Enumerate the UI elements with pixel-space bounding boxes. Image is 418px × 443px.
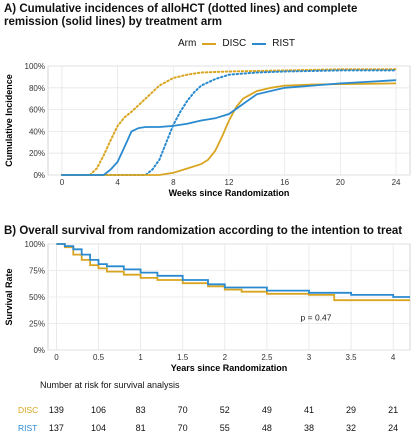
risk-count: 81	[135, 423, 146, 433]
x-tick-label: 4	[391, 353, 396, 362]
y-tick-label: 20%	[29, 149, 45, 158]
x-tick-label: 8	[171, 178, 176, 187]
x-tick-label: 0.5	[93, 353, 105, 362]
series-line-rist-solid	[61, 79, 397, 176]
x-tick-label: 0	[54, 353, 59, 362]
risk-row-label: RIST	[18, 423, 38, 433]
y-tick-label: 0%	[33, 171, 45, 180]
risk-count: 24	[388, 423, 399, 433]
series-line-rist-dotted	[60, 69, 398, 176]
risk-count: 38	[303, 423, 314, 433]
chart-a: 0% 20% 40% 60% 80% 100% 0 4 8 12 16 20 24 Weeks since…	[4, 62, 411, 198]
y-tick-label: 25%	[29, 320, 45, 329]
risk-count: 55	[219, 423, 230, 433]
y-axis-label: Cumulative Incidence	[4, 74, 14, 167]
series-line-disc-solid	[61, 82, 397, 176]
y-tick-label: 80%	[29, 84, 45, 93]
legend-label-disc: DISC	[222, 38, 247, 49]
x-tick-label: 0	[60, 178, 65, 187]
risk-table-title: Number at risk for survival analysis	[40, 380, 180, 390]
y-tick-label: 0%	[33, 346, 45, 355]
y-tick-label: 40%	[29, 127, 45, 136]
x-axis-label: Years since Randomization	[171, 363, 288, 373]
risk-count: 21	[388, 405, 399, 415]
y-tick-label: 75%	[29, 267, 45, 276]
legend-swatch-disc	[202, 42, 217, 45]
x-tick-label: 4	[115, 178, 120, 187]
chart-b: 0% 25% 50% 75% 100% 0 0.5 1 1.5 2 2.5 3 3.5 4 Years si…	[4, 240, 411, 373]
risk-count: 137	[48, 423, 64, 433]
x-tick-label: 1	[138, 353, 143, 362]
x-tick-label: 20	[336, 178, 345, 187]
series-line-disc-dotted	[60, 68, 398, 176]
legend-swatch-rist	[252, 42, 267, 45]
risk-count: 104	[90, 423, 107, 433]
x-tick-label: 24	[392, 178, 401, 187]
series-line-rist	[56, 243, 410, 298]
risk-count: 29	[346, 405, 357, 415]
risk-count: 41	[303, 405, 314, 415]
x-tick-label: 2	[223, 353, 228, 362]
legend-title: Arm	[178, 38, 197, 49]
risk-count: 48	[261, 423, 272, 433]
risk-count: 70	[177, 423, 188, 433]
legend: Arm DISC RIST	[178, 38, 295, 49]
risk-count: 49	[261, 405, 272, 415]
panel-a-title: A) Cumulative incidences of alloHCT (dot…	[4, 3, 358, 28]
risk-count: 70	[177, 405, 188, 415]
x-tick-label: 12	[225, 178, 234, 187]
risk-count: 32	[346, 423, 357, 433]
risk-row-disc: DISC 139 106 83 70 52 49 41 29 21	[0, 405, 418, 417]
panel-b-title: B) Overall survival from randomization a…	[4, 225, 403, 237]
x-tick-label: 1.5	[177, 353, 189, 362]
risk-count: 106	[90, 405, 107, 415]
legend-label-rist: RIST	[272, 38, 296, 49]
x-tick-label: 16	[280, 178, 289, 187]
risk-count: 139	[48, 405, 64, 415]
risk-row-rist: RIST 137 104 81 70 55 48 38 32 24	[0, 423, 418, 435]
y-tick-label: 100%	[25, 62, 45, 71]
y-tick-label: 60%	[29, 106, 45, 115]
p-value-annotation: p = 0.47	[301, 312, 332, 322]
x-tick-label: 3	[307, 353, 312, 362]
x-tick-label: 3.5	[346, 353, 358, 362]
y-tick-label: 100%	[25, 240, 45, 249]
y-axis-label: Survival Rate	[4, 268, 14, 325]
series-line-disc	[56, 243, 410, 302]
y-tick-label: 50%	[29, 293, 45, 302]
risk-count: 83	[135, 405, 146, 415]
x-tick-label: 2.5	[261, 353, 273, 362]
risk-row-label: DISC	[18, 405, 39, 415]
risk-count: 52	[219, 405, 230, 415]
x-axis-label: Weeks since Randomization	[169, 188, 290, 198]
